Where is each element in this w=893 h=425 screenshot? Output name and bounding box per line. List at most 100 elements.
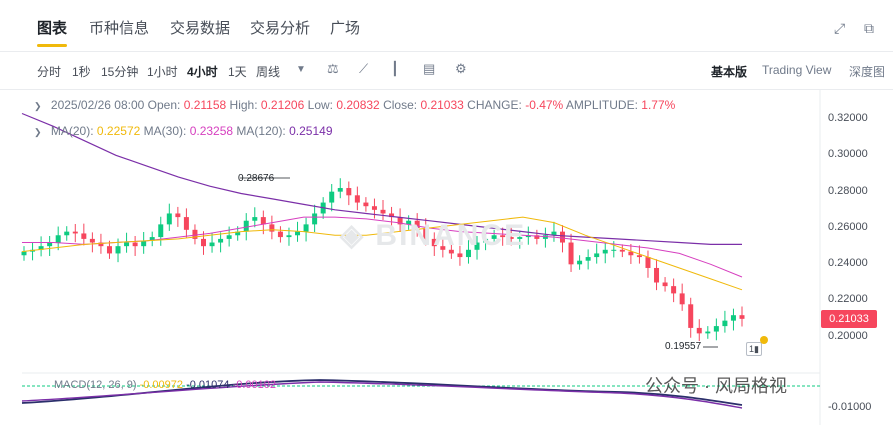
candle-body: [688, 304, 694, 328]
amplitude-value: 1.77%: [641, 98, 676, 112]
ma120-value: 0.25149: [289, 124, 333, 138]
timeframe-time[interactable]: 分时: [37, 65, 62, 79]
timeframe-1d[interactable]: 1天: [228, 65, 247, 79]
candle-date: 2025/02/26 08:00: [50, 98, 145, 112]
layout-icon[interactable]: ▤: [423, 61, 436, 76]
candle-body: [303, 224, 309, 232]
candle-body: [500, 235, 506, 238]
candle-body: [619, 249, 625, 252]
candle-body: [448, 249, 454, 254]
candle-body: [628, 251, 634, 256]
candle-body: [312, 213, 318, 225]
candle-body: [457, 253, 463, 258]
high-value: 0.21206: [260, 98, 305, 112]
change-value: -0.47%: [525, 98, 564, 112]
tab-trading-data[interactable]: 交易数据: [170, 20, 231, 37]
ma30-value: 0.23258: [189, 124, 234, 138]
chart-toolbar: 分时 1秒 15分钟 1小时 4小时 1天 周线 ▼ ⚖ ⟋ ┃ ▤ ⚙ 基本版…: [0, 52, 893, 90]
candle-body: [286, 235, 292, 238]
ma30-label: MA(30):: [143, 124, 187, 138]
collapse-caret-icon[interactable]: ❯: [34, 101, 42, 111]
macd-signal-line: [21, 381, 743, 409]
macd-label: MACD(12, 26, 9): [54, 379, 137, 391]
candle-body: [397, 217, 403, 225]
ma120-line: [21, 112, 742, 245]
candle-body: [192, 229, 198, 239]
more-timeframes-dropdown-icon[interactable]: ▼: [296, 64, 306, 75]
tab-chart[interactable]: 图表: [37, 20, 68, 37]
change-label: CHANGE:: [467, 98, 522, 112]
view-tradingview[interactable]: Trading View: [762, 63, 832, 77]
candle-body: [295, 231, 301, 236]
candle-body: [64, 231, 70, 236]
ma-collapse-caret-icon[interactable]: ❯: [34, 127, 42, 137]
candle-body: [226, 235, 232, 239]
candle-body: [235, 231, 241, 236]
timeframe-1s[interactable]: 1秒: [72, 65, 91, 79]
top-tab-bar: 图表 币种信息 交易数据 交易分析 广场 ⤢ ⧉: [0, 0, 893, 52]
candle-body: [491, 235, 497, 239]
candle-body: [209, 242, 215, 247]
candle-body: [679, 293, 685, 305]
candle-body: [517, 237, 523, 239]
open-label: Open:: [147, 98, 181, 112]
tab-trading-analysis[interactable]: 交易分析: [250, 20, 311, 37]
timeframe-week[interactable]: 周线: [256, 65, 281, 79]
ma120-label: MA(120):: [236, 124, 286, 138]
settings-icon[interactable]: ⚙: [455, 61, 467, 76]
ma-info-bar: ❯ MA(20): 0.22572 MA(30): 0.23258 MA(120…: [34, 124, 333, 138]
candle-body: [243, 220, 249, 232]
candle-body: [47, 242, 53, 247]
candle-body: [354, 195, 360, 203]
active-tab-indicator: [37, 44, 67, 47]
drawing-icon[interactable]: ⟋: [359, 61, 369, 76]
macd-pane: [21, 379, 820, 409]
candle-body: [636, 255, 642, 258]
low-label: Low:: [307, 98, 333, 112]
event-badge-icon[interactable]: 1▮: [746, 342, 762, 356]
exchange-watermark-logo: ◈ BINANCE: [340, 219, 527, 252]
high-marker-label: 0.28676: [238, 173, 275, 184]
candles-group: [21, 178, 745, 341]
view-depth[interactable]: 深度图: [849, 65, 886, 79]
candle-body: [132, 242, 138, 247]
price-chart[interactable]: [0, 90, 893, 425]
price-axis-label: 0.22000: [828, 293, 868, 305]
candle-body: [705, 331, 711, 334]
price-axis-label: 0.28000: [828, 185, 868, 197]
candle-body: [594, 253, 600, 258]
window-icon[interactable]: ⧉: [864, 20, 874, 36]
expand-icon[interactable]: ⤢: [834, 20, 846, 36]
indicator-icon[interactable]: ⚖: [327, 61, 339, 76]
tab-square[interactable]: 广场: [330, 20, 361, 37]
candle-body: [440, 246, 446, 250]
timeframe-1h[interactable]: 1小时: [147, 65, 178, 79]
current-price-tag: 0.21033: [821, 310, 877, 328]
candle-body: [98, 242, 104, 247]
candle-body: [602, 249, 608, 254]
macd-value-2: -0.01074: [186, 379, 230, 391]
candle-body: [713, 326, 719, 332]
view-basic[interactable]: 基本版: [711, 65, 748, 79]
candle-body: [124, 242, 130, 247]
timeframe-4h[interactable]: 4小时: [187, 65, 218, 79]
tab-coin-info[interactable]: 币种信息: [89, 20, 150, 37]
candle-body: [346, 188, 352, 196]
candle-body: [141, 240, 147, 247]
ma20-label: MA(20):: [50, 124, 94, 138]
candle-body: [423, 228, 429, 239]
candle-body: [166, 213, 172, 225]
candle-body: [611, 249, 617, 251]
low-marker-label: 0.19557: [665, 341, 702, 352]
candle-type-icon[interactable]: ┃: [391, 61, 399, 76]
macd-value-3: -0.00102: [232, 379, 277, 391]
candle-body: [577, 260, 583, 265]
candle-body: [218, 238, 224, 243]
macd-info-bar: MACD(12, 26, 9) -0.00972 -0.01074 -0.001…: [54, 379, 276, 391]
close-value: 0.21033: [420, 98, 464, 112]
high-label: High:: [229, 98, 258, 112]
price-axis-label: 0.32000: [828, 112, 868, 124]
timeframe-15m[interactable]: 15分钟: [101, 65, 139, 79]
candle-body: [551, 231, 557, 236]
price-axis-label: 0.24000: [828, 257, 868, 269]
